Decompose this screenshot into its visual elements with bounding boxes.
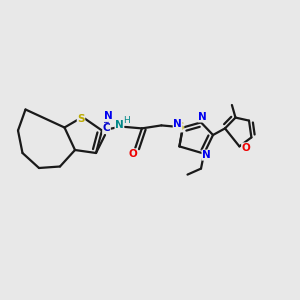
Text: N: N	[103, 111, 112, 122]
Text: N: N	[198, 112, 207, 122]
Text: N: N	[202, 150, 211, 160]
Text: S: S	[176, 122, 184, 132]
Text: C: C	[103, 123, 110, 134]
Text: O: O	[242, 143, 250, 153]
Text: H: H	[124, 116, 130, 125]
Text: N: N	[173, 119, 182, 130]
Text: O: O	[128, 149, 137, 159]
Text: N: N	[115, 120, 124, 130]
Text: S: S	[77, 113, 85, 124]
